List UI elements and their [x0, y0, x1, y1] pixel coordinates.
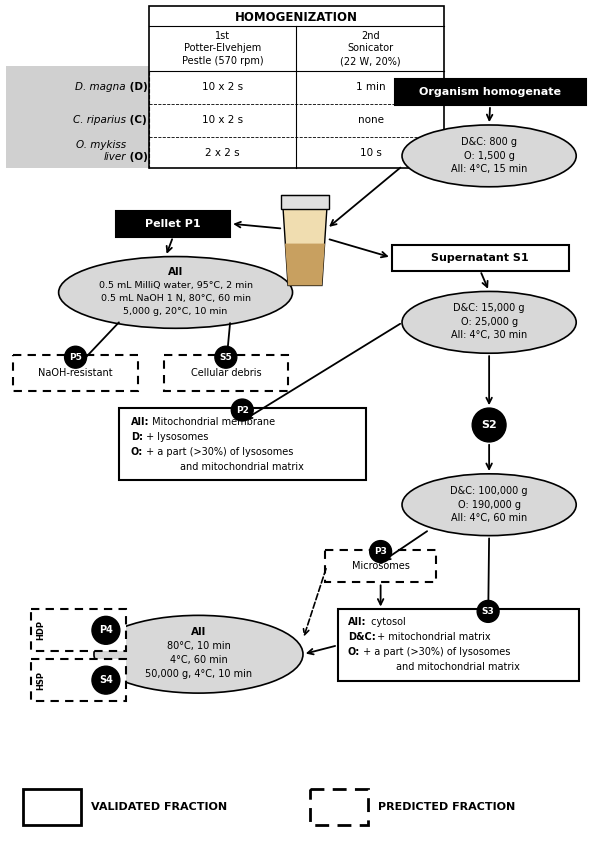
- Text: 10 x 2 s: 10 x 2 s: [202, 115, 243, 125]
- Text: S2: S2: [481, 420, 497, 430]
- Circle shape: [92, 666, 120, 694]
- Text: Sonicator: Sonicator: [347, 43, 394, 53]
- Text: 0.5 mL MilliQ water, 95°C, 2 min: 0.5 mL MilliQ water, 95°C, 2 min: [99, 281, 253, 290]
- Circle shape: [92, 617, 120, 645]
- Text: S3: S3: [482, 607, 495, 616]
- Text: (C): (C): [126, 115, 147, 125]
- Text: S4: S4: [99, 675, 113, 685]
- Text: P5: P5: [69, 353, 82, 362]
- Text: Mitochondrial membrane: Mitochondrial membrane: [149, 417, 275, 427]
- Polygon shape: [283, 209, 327, 285]
- FancyBboxPatch shape: [164, 355, 288, 391]
- Text: D. magna: D. magna: [75, 82, 126, 92]
- Text: O: 25,000 g: O: 25,000 g: [461, 317, 518, 327]
- Text: D:: D:: [131, 432, 143, 442]
- Ellipse shape: [94, 615, 303, 693]
- Text: PREDICTED FRACTION: PREDICTED FRACTION: [377, 802, 515, 811]
- Text: + mitochondrial matrix: + mitochondrial matrix: [374, 632, 490, 642]
- FancyBboxPatch shape: [392, 244, 568, 271]
- Text: P2: P2: [236, 405, 249, 415]
- Text: D&C:: D&C:: [348, 632, 376, 642]
- Text: VALIDATED FRACTION: VALIDATED FRACTION: [91, 802, 227, 811]
- Text: none: none: [358, 115, 384, 125]
- FancyBboxPatch shape: [310, 788, 368, 825]
- FancyBboxPatch shape: [23, 788, 81, 825]
- Text: and mitochondrial matrix: and mitochondrial matrix: [397, 662, 520, 673]
- Text: Pestle (570 rpm): Pestle (570 rpm): [181, 56, 263, 66]
- Text: 2nd: 2nd: [361, 31, 380, 41]
- Text: and mitochondrial matrix: and mitochondrial matrix: [180, 462, 304, 472]
- Text: 2 x 2 s: 2 x 2 s: [205, 148, 240, 158]
- Text: S5: S5: [219, 353, 232, 362]
- Text: HDP: HDP: [37, 620, 46, 640]
- Text: 4°C, 60 min: 4°C, 60 min: [170, 655, 228, 665]
- Text: All:: All:: [348, 618, 366, 628]
- Text: Potter-Elvehjem: Potter-Elvehjem: [184, 43, 261, 53]
- Polygon shape: [285, 244, 325, 285]
- Text: 10 s: 10 s: [360, 148, 382, 158]
- Text: O: 1,500 g: O: 1,500 g: [464, 151, 515, 161]
- Text: Pellet P1: Pellet P1: [146, 218, 201, 228]
- Circle shape: [215, 346, 237, 368]
- Text: 1 min: 1 min: [356, 82, 386, 92]
- Text: + lysosomes: + lysosomes: [143, 432, 208, 442]
- Text: 1st: 1st: [215, 31, 230, 41]
- Text: P3: P3: [374, 547, 387, 556]
- Ellipse shape: [59, 256, 292, 328]
- Circle shape: [472, 408, 506, 442]
- FancyBboxPatch shape: [13, 355, 138, 391]
- Text: Organism homogenate: Organism homogenate: [419, 87, 561, 97]
- Text: 0.5 mL NaOH 1 N, 80°C, 60 min: 0.5 mL NaOH 1 N, 80°C, 60 min: [101, 294, 250, 303]
- FancyBboxPatch shape: [31, 609, 126, 651]
- Text: 50,000 g, 4°C, 10 min: 50,000 g, 4°C, 10 min: [145, 669, 252, 679]
- Text: P4: P4: [99, 625, 113, 635]
- Text: Supernatant S1: Supernatant S1: [431, 253, 529, 262]
- Text: liver: liver: [103, 152, 126, 162]
- Text: O. mykiss: O. mykiss: [75, 140, 126, 150]
- Text: All: 4°C, 60 min: All: 4°C, 60 min: [451, 513, 527, 523]
- Text: O:: O:: [131, 447, 143, 457]
- Circle shape: [477, 601, 499, 623]
- Text: All: All: [168, 267, 183, 277]
- FancyBboxPatch shape: [119, 408, 366, 480]
- Text: All: 4°C, 30 min: All: 4°C, 30 min: [451, 330, 527, 340]
- Text: (O): (O): [126, 152, 148, 162]
- FancyBboxPatch shape: [281, 195, 329, 209]
- FancyBboxPatch shape: [338, 609, 579, 681]
- Text: 5,000 g, 20°C, 10 min: 5,000 g, 20°C, 10 min: [123, 307, 228, 316]
- Text: C. riparius: C. riparius: [73, 115, 126, 125]
- Circle shape: [65, 346, 86, 368]
- Text: Cellular debris: Cellular debris: [190, 368, 261, 378]
- Circle shape: [231, 399, 253, 421]
- Text: O:: O:: [348, 647, 360, 657]
- Ellipse shape: [402, 291, 576, 354]
- Text: D&C: 800 g: D&C: 800 g: [461, 137, 517, 147]
- FancyBboxPatch shape: [149, 7, 444, 168]
- Text: All:: All:: [131, 417, 149, 427]
- Ellipse shape: [402, 474, 576, 536]
- Text: 10 x 2 s: 10 x 2 s: [202, 82, 243, 92]
- Text: (22 W, 20%): (22 W, 20%): [340, 56, 401, 66]
- FancyBboxPatch shape: [116, 211, 231, 237]
- Text: cytosol: cytosol: [368, 618, 406, 628]
- Text: HSP: HSP: [37, 671, 46, 689]
- Text: Microsomes: Microsomes: [352, 561, 410, 571]
- Text: + a part (>30%) of lysosomes: + a part (>30%) of lysosomes: [360, 647, 510, 657]
- Ellipse shape: [402, 125, 576, 187]
- Text: + a part (>30%) of lysosomes: + a part (>30%) of lysosomes: [143, 447, 293, 457]
- FancyBboxPatch shape: [395, 80, 586, 105]
- FancyBboxPatch shape: [7, 66, 149, 168]
- Text: O: 190,000 g: O: 190,000 g: [458, 500, 521, 510]
- Text: D&C: 100,000 g: D&C: 100,000 g: [450, 486, 528, 496]
- Circle shape: [370, 541, 392, 563]
- Text: 80°C, 10 min: 80°C, 10 min: [167, 641, 231, 651]
- FancyBboxPatch shape: [325, 550, 436, 583]
- Text: All: All: [191, 628, 206, 637]
- Text: HOMOGENIZATION: HOMOGENIZATION: [235, 11, 358, 24]
- Text: All: 4°C, 15 min: All: 4°C, 15 min: [451, 164, 527, 173]
- FancyBboxPatch shape: [31, 659, 126, 701]
- Text: NaOH-resistant: NaOH-resistant: [38, 368, 113, 378]
- Text: D&C: 15,000 g: D&C: 15,000 g: [453, 304, 525, 313]
- Text: (D): (D): [126, 82, 147, 92]
